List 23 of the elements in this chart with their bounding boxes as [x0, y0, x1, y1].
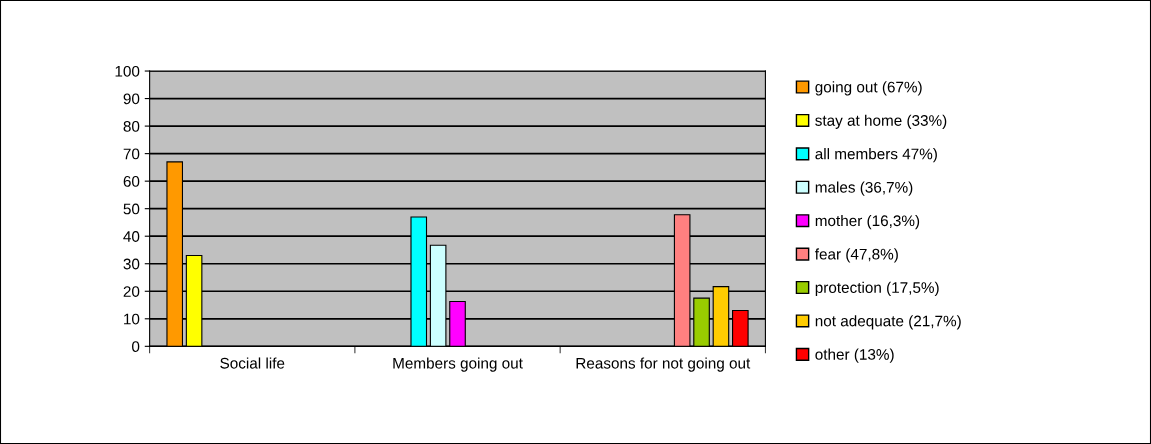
y-tick-label: 80	[123, 120, 140, 132]
y-tick-label: 90	[123, 93, 140, 105]
legend-label: all members 47%)	[815, 148, 937, 163]
legend-label: not adequate (21,7%)	[815, 315, 961, 330]
x-tick-label: Reasons for not going out	[576, 357, 751, 372]
y-tick-label: 0	[132, 341, 140, 353]
y-tick-label: 20	[123, 286, 140, 297]
x-tick-label: Social life	[220, 357, 285, 369]
legend-label: mother (16,3%)	[815, 214, 920, 230]
legend-label: fear (47,8%)	[814, 248, 898, 263]
y-tick-label: 10	[124, 313, 140, 325]
legend-label: other (13%)	[815, 348, 894, 363]
legend-label: going out (67%)	[815, 81, 922, 96]
y-tick-label: 60	[123, 176, 140, 187]
legend-label: protection (17,5%)	[815, 281, 939, 296]
y-tick-label: 50	[123, 203, 140, 215]
x-tick-label: Members going out	[393, 357, 523, 372]
y-tick-label: 70	[123, 148, 140, 160]
y-tick-label: 40	[123, 231, 140, 242]
y-tick-label: 100	[115, 65, 140, 77]
y-tick-label: 30	[123, 258, 140, 270]
legend-label: stay at home (33%)	[815, 114, 947, 129]
legend-label: males (36,7%)	[815, 181, 913, 196]
